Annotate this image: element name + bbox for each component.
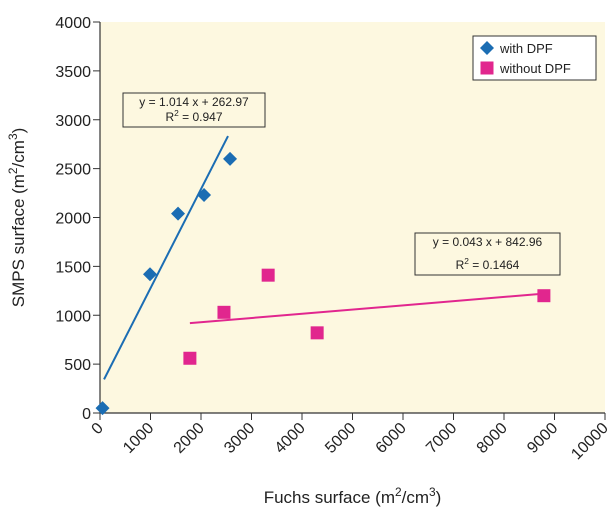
- x-tick-label: 8000: [474, 420, 511, 457]
- point: [480, 41, 494, 55]
- text-part: SMPS surface (m: [9, 174, 28, 307]
- point: [95, 401, 110, 416]
- trendline: [103, 135, 229, 380]
- legend-label: without DPF: [499, 61, 571, 76]
- text-part: /cm: [9, 140, 28, 167]
- y-tick-label: 0: [82, 406, 91, 423]
- legend-label: with DPF: [499, 41, 553, 56]
- x-tick-label: 6000: [373, 420, 410, 457]
- x-tick-label: 9000: [524, 420, 561, 457]
- point: [197, 188, 212, 203]
- point: [480, 61, 494, 75]
- superscript: 2: [395, 485, 402, 499]
- point: [261, 268, 275, 282]
- superscript: 2: [6, 167, 20, 174]
- superscript: 3: [429, 485, 436, 499]
- trendline: [189, 292, 544, 325]
- point: [142, 267, 157, 282]
- x-tick-label: 7000: [423, 420, 460, 457]
- x-tick-label: 0: [89, 420, 107, 438]
- x-tick-label: 3000: [221, 420, 258, 457]
- y-tick-label: 3500: [55, 64, 91, 81]
- point: [217, 305, 231, 319]
- x-tick-label: 1000: [120, 420, 157, 457]
- equation-box: [414, 232, 561, 276]
- y-tick-label: 1500: [55, 259, 91, 276]
- x-tick-label: 4000: [272, 420, 309, 457]
- plot-background: [100, 22, 605, 413]
- superscript: 2: [174, 108, 179, 118]
- text-part: R: [165, 110, 174, 124]
- y-tick-label: 2000: [55, 211, 91, 228]
- text-part: ): [436, 488, 442, 507]
- x-tick-label: 2000: [171, 420, 208, 457]
- y-tick-label: 4000: [55, 15, 91, 32]
- y-tick-label: 1000: [55, 308, 91, 325]
- equation: y = 1.014 x + 262.97: [139, 95, 249, 109]
- r-squared: R2 = 0.947: [165, 108, 222, 124]
- point: [171, 206, 186, 221]
- x-tick-label: 5000: [322, 420, 359, 457]
- text-part: Fuchs surface (m: [264, 488, 395, 507]
- y-tick-label: 2500: [55, 162, 91, 179]
- point: [310, 326, 324, 340]
- text-part: /cm: [402, 488, 429, 507]
- text-part: = 0.1464: [469, 258, 520, 272]
- point: [537, 289, 551, 303]
- y-tick-label: 500: [64, 357, 91, 374]
- text-part: R: [456, 258, 465, 272]
- y-axis-title: SMPS surface (m2/cm3): [6, 128, 28, 308]
- equation-box: [122, 92, 266, 128]
- text-part: = 0.947: [179, 110, 223, 124]
- point: [183, 351, 197, 365]
- point: [223, 151, 238, 166]
- y-tick-label: 3000: [55, 113, 91, 130]
- superscript: 2: [464, 256, 469, 266]
- text-part: ): [9, 128, 28, 134]
- x-tick-label: 10000: [568, 420, 607, 464]
- equation: y = 0.043 x + 842.96: [433, 235, 543, 249]
- superscript: 3: [6, 133, 20, 140]
- r-squared: R2 = 0.1464: [456, 256, 520, 272]
- x-axis-title: Fuchs surface (m2/cm3): [264, 485, 442, 507]
